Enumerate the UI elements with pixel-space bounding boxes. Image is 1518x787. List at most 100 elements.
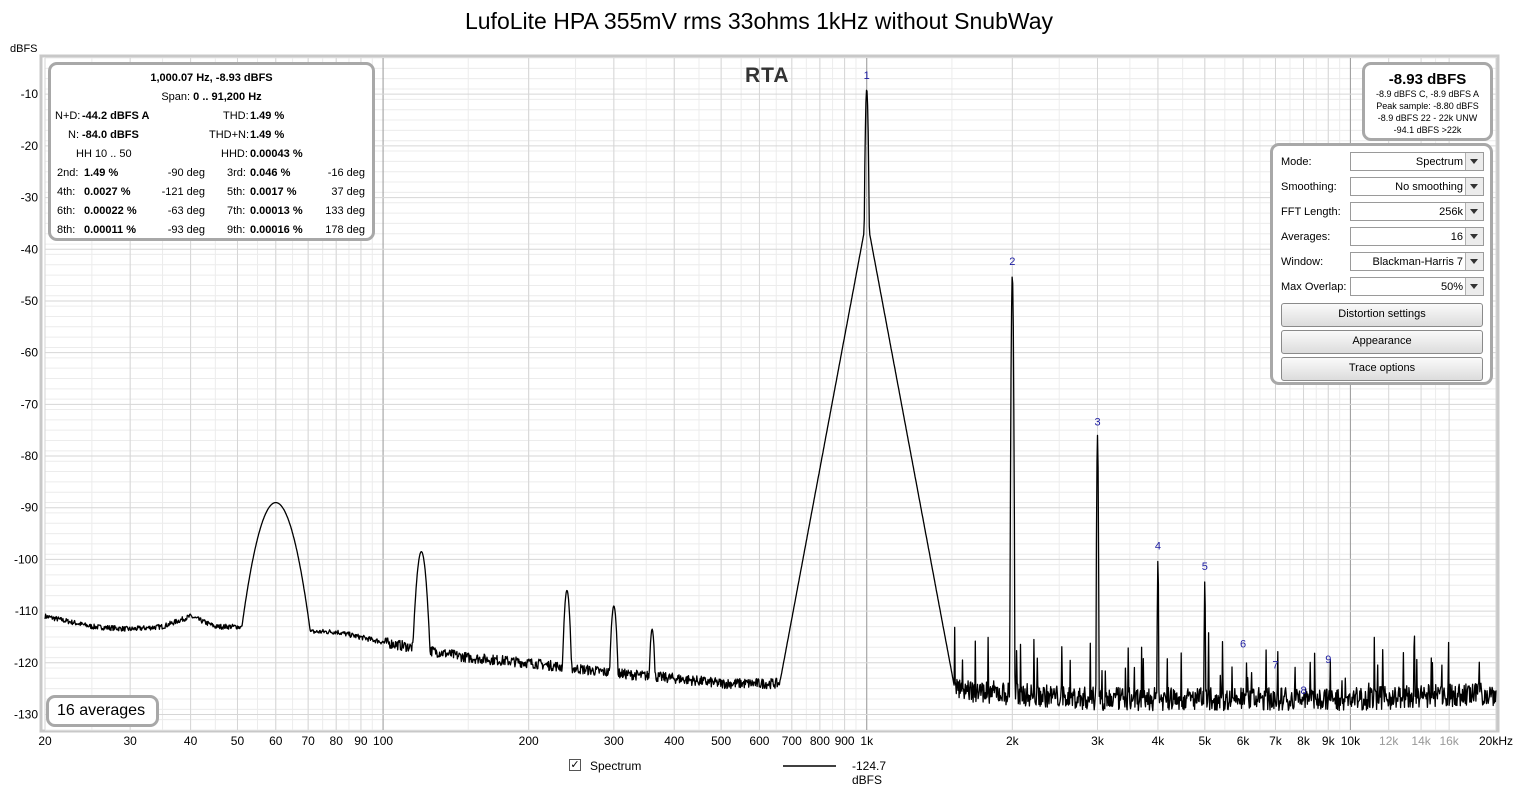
harmonic-value: 0.0017 %: [250, 186, 297, 198]
x-tick-label: 9k: [1322, 734, 1336, 748]
span-label: Span:: [161, 91, 191, 103]
chevron-down-icon[interactable]: [1465, 203, 1483, 220]
chevron-down-icon[interactable]: [1465, 278, 1483, 295]
y-tick-label: -90: [21, 501, 39, 515]
x-tick-label: 20kHz: [1479, 734, 1513, 748]
spectrum-checkbox[interactable]: ✓: [569, 759, 581, 771]
x-tick-label: 60: [269, 734, 283, 748]
mode-select[interactable]: Spectrum: [1350, 152, 1484, 171]
y-tick-label: -70: [21, 397, 39, 411]
rta-label: RTA: [745, 64, 790, 87]
y-tick-label: -130: [14, 707, 38, 721]
distortion-stats-panel: 1,000.07 Hz, -8.93 dBFS Span: 0 .. 91,20…: [48, 62, 375, 241]
n-label: N:: [68, 129, 79, 141]
hh-range: HH 10 .. 50: [76, 148, 132, 160]
x-tick-label: 400: [664, 734, 684, 748]
x-tick-label: 700: [782, 734, 802, 748]
harmonic-label: 5th:: [227, 186, 246, 198]
max-overlap-select[interactable]: 50%: [1350, 277, 1484, 296]
x-tick-label: 6k: [1237, 734, 1251, 748]
appearance-button[interactable]: Appearance: [1281, 330, 1483, 354]
y-axis-unit: dBFS: [10, 43, 38, 55]
level-above-22k: -94.1 dBFS >22k: [1393, 125, 1462, 135]
y-tick-label: -40: [21, 242, 39, 256]
x-tick-label: 30: [123, 734, 137, 748]
harmonic-marker: 3: [1094, 416, 1100, 428]
harmonic-markers: 1 2 3 4 5 6 7 8 9: [864, 70, 1332, 697]
smoothing-select[interactable]: No smoothing: [1350, 177, 1484, 196]
chevron-down-icon[interactable]: [1465, 153, 1483, 170]
fft-length-value: 256k: [1439, 206, 1463, 218]
peak-sample: Peak sample: -8.80 dBFS: [1376, 101, 1479, 111]
y-tick-label: -100: [14, 552, 38, 566]
fft-length-select[interactable]: 256k: [1350, 202, 1484, 221]
harmonic-label: 8th:: [57, 224, 76, 236]
harmonic-marker: 5: [1202, 561, 1208, 573]
x-tick-label: 7k: [1269, 734, 1283, 748]
x-tick-label: 80: [330, 734, 344, 748]
x-tick-label: 3k: [1091, 734, 1105, 748]
span-value: 0 .. 91,200 Hz: [193, 91, 262, 103]
harmonic-phase: -121 deg: [161, 186, 205, 198]
x-tick-label: 500: [711, 734, 731, 748]
harmonic-marker: 9: [1325, 654, 1331, 666]
averages-select[interactable]: 16: [1350, 227, 1484, 246]
smoothing-label: Smoothing:: [1281, 181, 1337, 193]
x-tick-label: 2k: [1006, 734, 1020, 748]
harmonic-marker: 1: [864, 70, 870, 82]
harmonic-marker: 8: [1300, 685, 1306, 697]
chevron-down-icon[interactable]: [1465, 178, 1483, 195]
grid: [44, 57, 1497, 731]
mode-label: Mode:: [1281, 156, 1312, 168]
y-tick-label: -30: [21, 191, 39, 205]
harmonic-label: 2nd:: [57, 167, 79, 179]
chevron-down-icon[interactable]: [1465, 228, 1483, 245]
x-tick-label: 12k: [1379, 734, 1399, 748]
max-overlap-row: Max Overlap: 50%: [1281, 277, 1485, 297]
harmonic-value: 0.00011 %: [84, 224, 136, 236]
fft-length-label: FFT Length:: [1281, 206, 1341, 218]
harmonic-phase: 37 deg: [331, 186, 365, 198]
hhd-value: 0.00043 %: [250, 148, 303, 160]
nd-value: -44.2 dBFS A: [82, 110, 150, 122]
chevron-down-icon[interactable]: [1465, 253, 1483, 270]
x-tick-labels: 20 30 40 50 60 70 80 90 100 200 300 400 500 600 700 800…: [38, 734, 1513, 748]
thdn-label: THD+N:: [209, 129, 250, 141]
harmonic-label: 3rd:: [227, 167, 246, 179]
x-tick-label: 70: [301, 734, 315, 748]
harmonic-phase: -16 deg: [327, 167, 365, 179]
window-value: Blackman-Harris 7: [1372, 256, 1463, 268]
distortion-settings-button[interactable]: Distortion settings: [1281, 303, 1483, 327]
smoothing-row: Smoothing: No smoothing: [1281, 177, 1485, 197]
harmonic-phase: 133 deg: [325, 205, 365, 217]
window-select[interactable]: Blackman-Harris 7: [1350, 252, 1484, 271]
legend-value: -124.7 dBFS: [852, 759, 887, 787]
harmonic-marker: 6: [1240, 639, 1246, 651]
harmonic-value: 0.046 %: [250, 167, 291, 179]
spectrum-trace: [44, 89, 1497, 712]
x-tick-label: 200: [519, 734, 539, 748]
thd-label: THD:: [223, 110, 249, 122]
rta-controls-panel: Mode: Spectrum Smoothing: No smoothing F…: [1270, 143, 1493, 385]
y-tick-label: -80: [21, 449, 39, 463]
level-value: -8.93 dBFS: [1388, 71, 1467, 88]
harmonic-label: 4th:: [57, 186, 76, 198]
y-tick-label: -20: [21, 139, 39, 153]
x-tick-label: 16k: [1439, 734, 1459, 748]
harmonic-value: 0.00022 %: [84, 205, 137, 217]
y-tick-label: -110: [15, 604, 38, 618]
window-row: Window: Blackman-Harris 7: [1281, 252, 1485, 272]
mode-value: Spectrum: [1415, 156, 1463, 168]
harmonic-marker: 7: [1272, 659, 1278, 671]
chart-title: LufoLite HPA 355mV rms 33ohms 1kHz witho…: [464, 8, 1054, 34]
x-tick-label: 300: [604, 734, 624, 748]
x-tick-label: 40: [184, 734, 198, 748]
trace-options-button[interactable]: Trace options: [1281, 357, 1483, 381]
max-overlap-label: Max Overlap:: [1281, 281, 1347, 293]
harmonic-label: 7th:: [227, 205, 246, 217]
level-readout-panel: -8.93 dBFS -8.9 dBFS C, -8.9 dBFS A Peak…: [1362, 62, 1493, 141]
smoothing-value: No smoothing: [1395, 181, 1463, 193]
x-tick-label: 14k: [1411, 734, 1431, 748]
thdn-value: 1.49 %: [250, 129, 285, 141]
